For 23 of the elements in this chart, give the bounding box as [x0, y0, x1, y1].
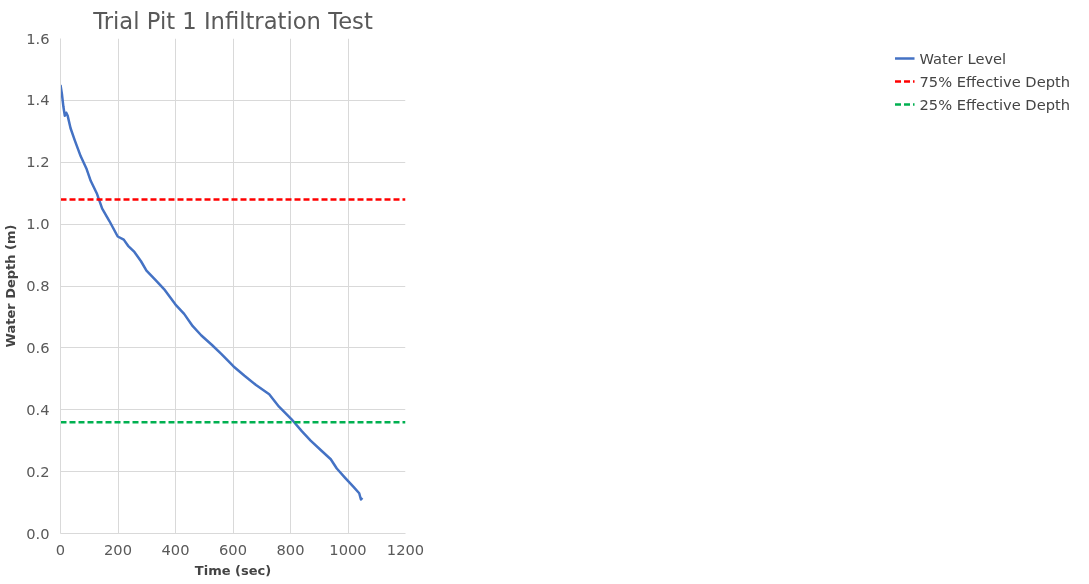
- y-tick-label: 1.2: [26, 153, 50, 171]
- x-tick-label: 1200: [386, 540, 425, 558]
- y-tick-label: 1.0: [26, 215, 50, 233]
- y-tick-label: 0.0: [26, 524, 50, 542]
- legend-label: Water Level: [919, 49, 1007, 67]
- y-tick-label: 0.4: [26, 400, 50, 418]
- x-tick-label: 400: [161, 540, 190, 558]
- line-series: [60, 83, 364, 501]
- x-tick-label: 800: [276, 540, 305, 558]
- x-tick-label: 0: [55, 540, 66, 558]
- y-tick-label: 0.6: [26, 338, 50, 356]
- x-tick-label: 1000: [329, 540, 367, 558]
- y-axis-title: Water Depth (m): [3, 224, 19, 348]
- y-tick-label: 1.4: [26, 91, 50, 109]
- x-tick-label: 600: [219, 540, 247, 558]
- legend-label: 75% Effective Depth: [919, 72, 1070, 90]
- legend-label: 25% Effective Depth: [919, 95, 1070, 113]
- chart-title: Trial Pit 1 Infiltration Test: [92, 7, 373, 34]
- x-tick-label: 200: [104, 540, 132, 558]
- x-axis-title: Time (sec): [194, 562, 272, 578]
- y-tick-label: 1.6: [26, 29, 50, 47]
- y-tick-label: 0.8: [26, 277, 50, 294]
- y-tick-label: 0.2: [26, 462, 50, 480]
